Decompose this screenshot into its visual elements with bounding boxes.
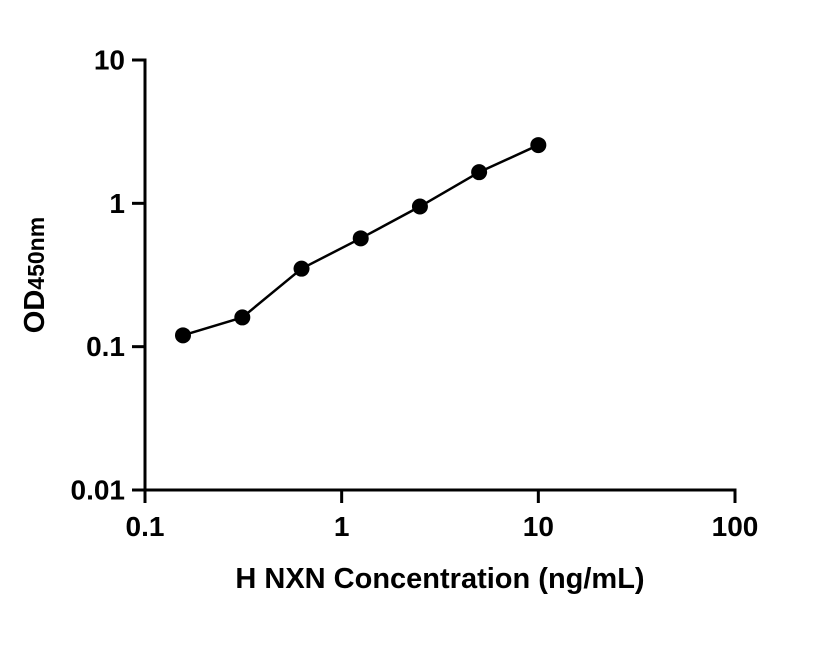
x-tick-label: 1 [334, 511, 350, 542]
data-point [234, 309, 251, 326]
data-point [471, 164, 488, 181]
y-axis-title-main: OD [19, 290, 51, 334]
y-tick-label: 1 [109, 188, 125, 219]
x-tick-label: 0.1 [126, 511, 165, 542]
y-tick-label: 0.01 [71, 475, 126, 506]
data-point [530, 137, 547, 154]
y-tick-label: 10 [94, 45, 125, 76]
y-axis-title-sub: 450nm [23, 217, 49, 290]
data-point [352, 230, 369, 247]
data-point [411, 198, 428, 215]
x-tick-label: 100 [712, 511, 759, 542]
y-axis-title: OD450nm [19, 217, 51, 333]
x-axis-title: H NXN Concentration (ng/mL) [235, 563, 644, 595]
y-tick-label: 0.1 [86, 331, 125, 362]
x-tick-label: 10 [523, 511, 554, 542]
data-point [174, 327, 191, 344]
data-point [293, 260, 310, 277]
